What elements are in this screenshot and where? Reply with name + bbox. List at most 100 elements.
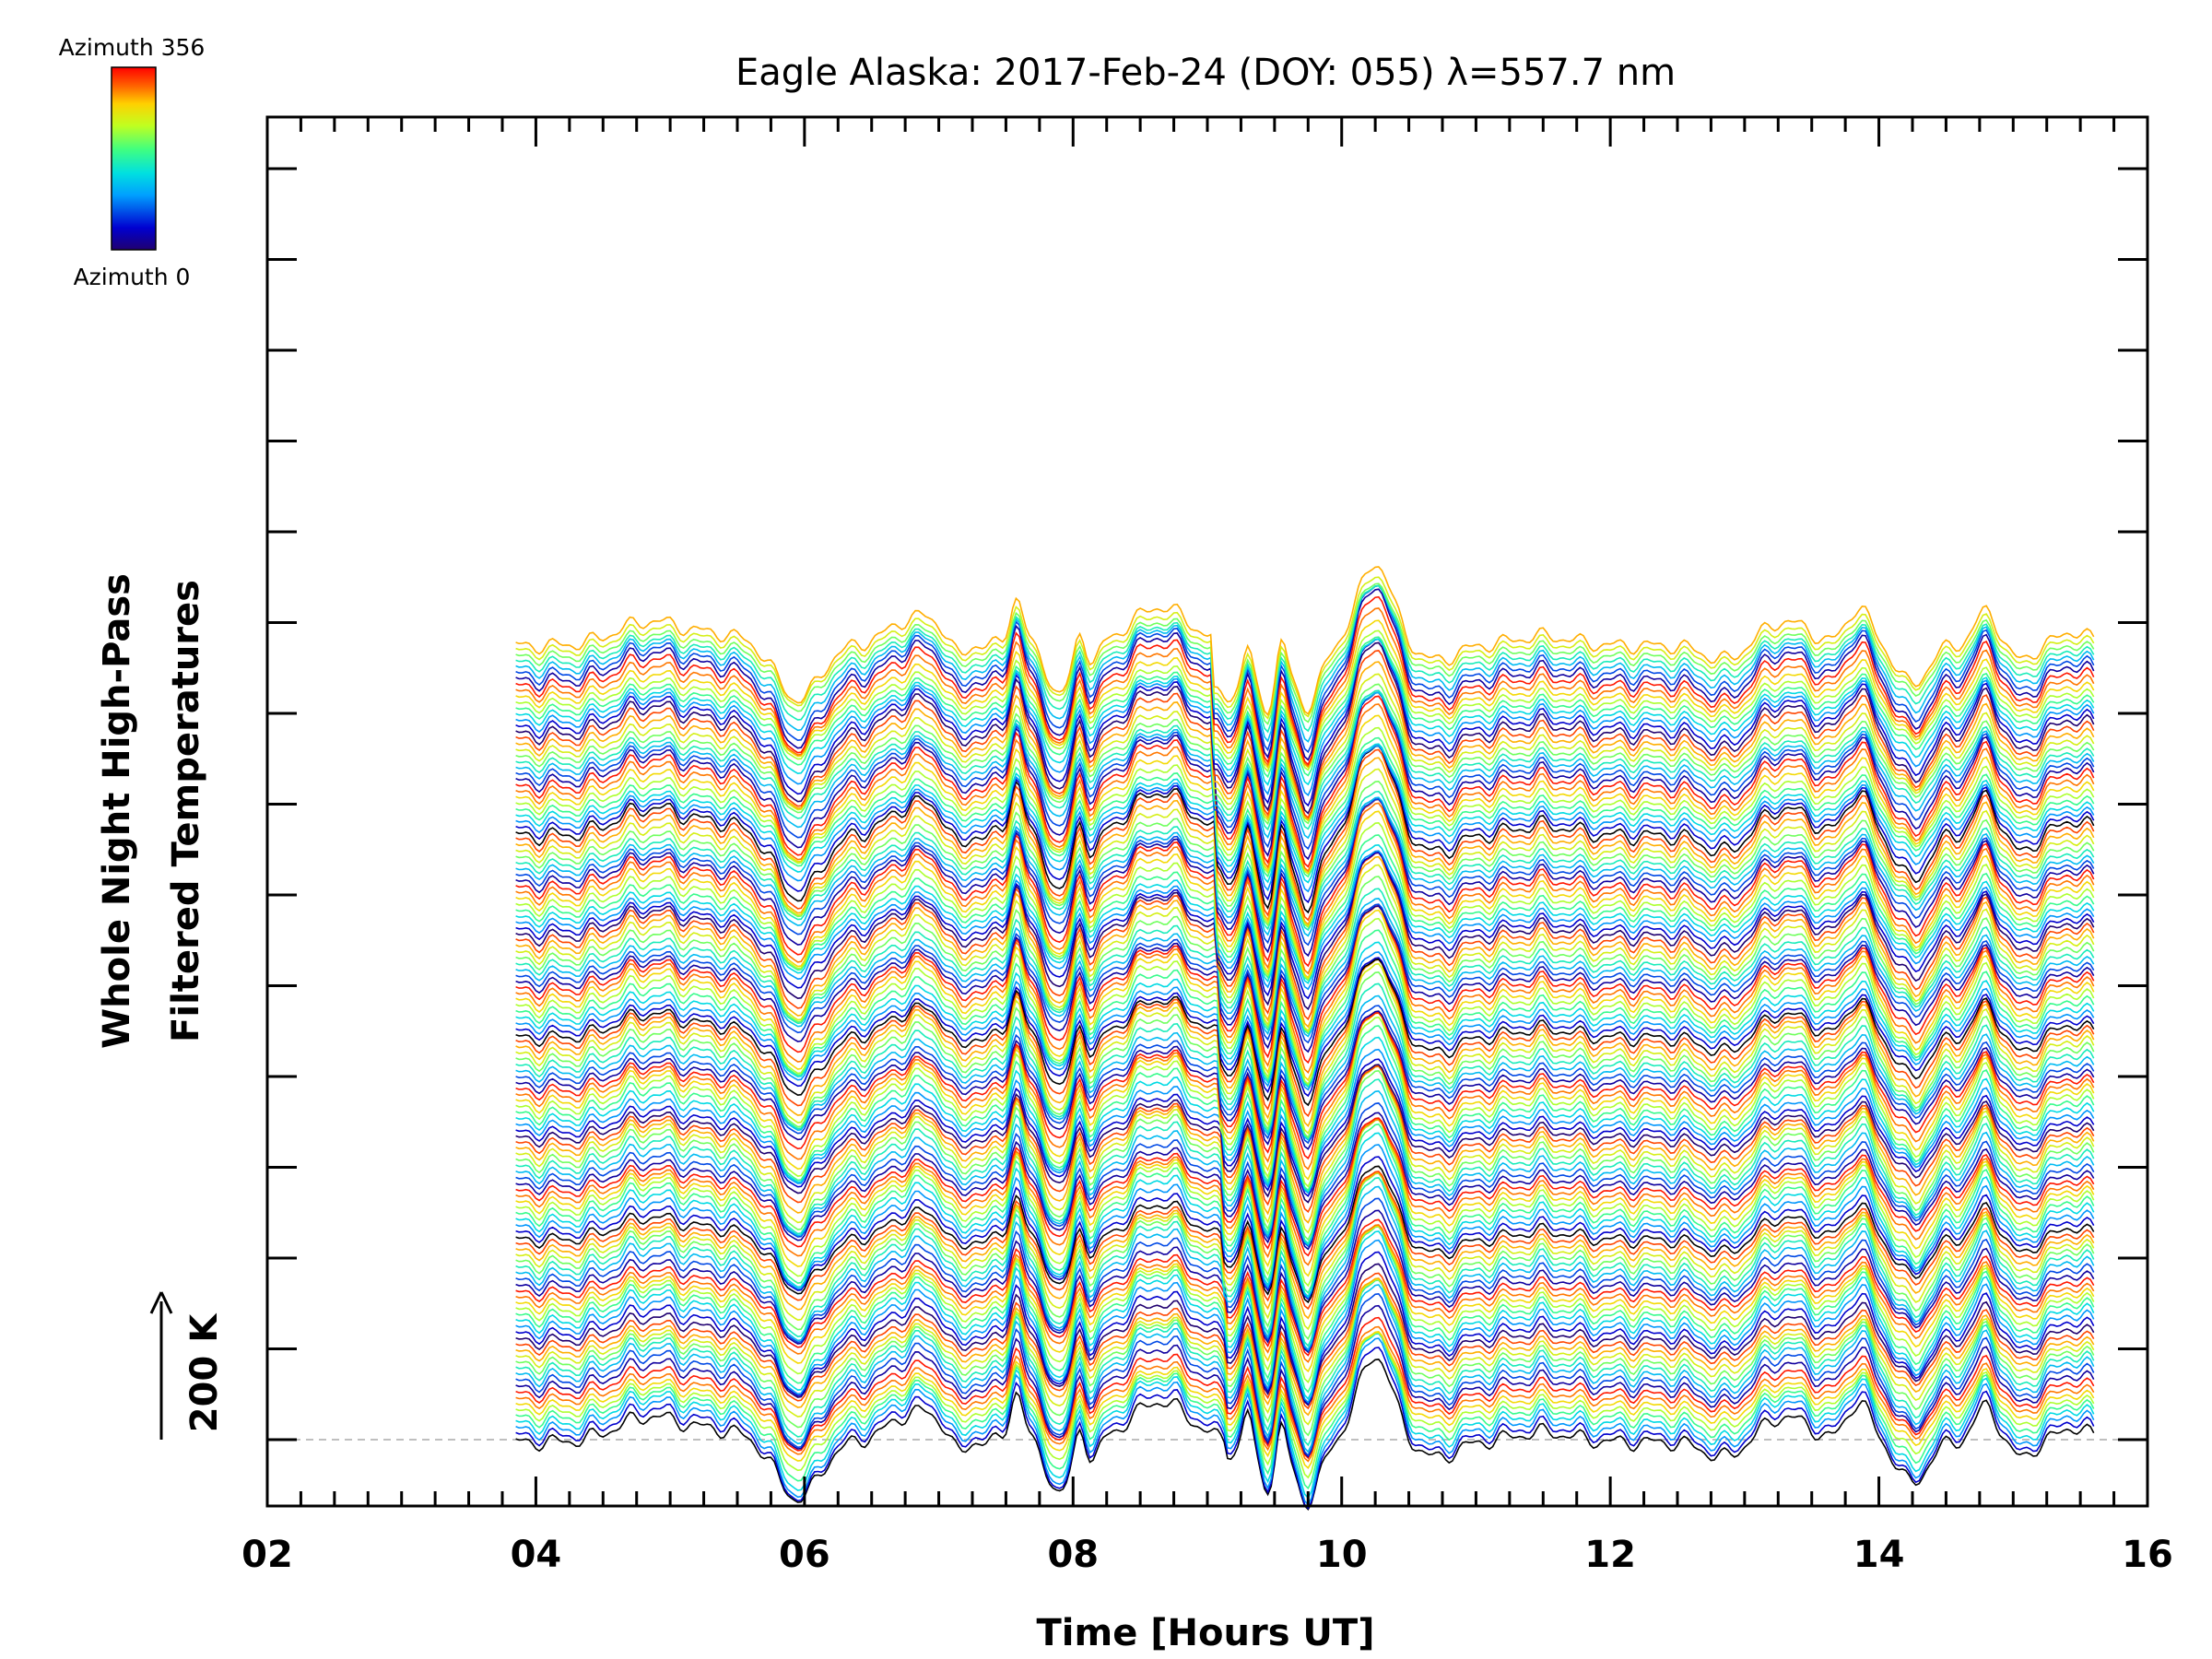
azimuth-trace — [515, 1123, 2095, 1294]
azimuth-trace — [515, 1011, 2095, 1171]
traces-group — [267, 566, 2147, 1512]
azimuth-trace — [515, 962, 2095, 1135]
azimuth-trace — [515, 1065, 2095, 1224]
azimuth-trace — [515, 1171, 2095, 1331]
azimuth-trace — [515, 905, 2095, 1075]
azimuth-trace — [515, 1230, 2095, 1401]
azimuth-trace — [515, 1325, 2095, 1463]
azimuth-trace — [515, 1185, 2095, 1351]
x-tick-label: 02 — [241, 1534, 293, 1576]
azimuth-trace — [515, 745, 2095, 893]
azimuth-trace — [515, 1292, 2095, 1457]
colorbar-top-label: Azimuth 356 — [59, 34, 206, 61]
azimuth-trace — [515, 864, 2095, 1032]
azimuth-trace — [515, 743, 2095, 884]
azimuth-trace — [515, 595, 2095, 766]
azimuth-trace — [515, 1177, 2095, 1347]
axis-ticks — [265, 117, 2149, 1506]
azimuth-trace — [515, 638, 2095, 796]
azimuth-trace — [515, 1011, 2095, 1160]
azimuth-trace — [515, 851, 2095, 1011]
scale-arrow-head — [149, 1291, 173, 1314]
azimuth-trace — [515, 909, 2095, 1082]
azimuth-trace — [515, 691, 2095, 840]
azimuth-trace — [515, 1156, 2095, 1300]
azimuth-trace — [515, 714, 2095, 875]
azimuth-trace — [515, 834, 2095, 982]
azimuth-trace — [515, 619, 2095, 770]
azimuth-trace — [515, 1102, 2095, 1248]
azimuth-trace — [515, 1117, 2095, 1257]
azimuth-trace — [515, 1225, 2095, 1383]
azimuth-trace — [515, 917, 2095, 1086]
azimuth-trace — [515, 1279, 2095, 1447]
azimuth-trace — [515, 638, 2095, 807]
azimuth-trace — [515, 650, 2095, 819]
azimuth-trace — [515, 957, 2095, 1098]
azimuth-trace — [515, 1010, 2095, 1150]
azimuth-trace — [515, 582, 2095, 725]
x-tick-labels: 02 04 06 08 10 12 14 16 — [241, 1534, 2173, 1576]
azimuth-trace — [515, 1224, 2095, 1363]
azimuth-trace — [515, 1048, 2095, 1194]
azimuth-trace — [515, 958, 2095, 1117]
azimuth-trace — [515, 1225, 2095, 1373]
azimuth-trace — [515, 641, 2095, 815]
azimuth-trace — [515, 971, 2095, 1139]
azimuth-trace — [515, 790, 2095, 932]
azimuth-trace — [515, 1197, 2095, 1353]
x-tick-label: 12 — [1584, 1534, 1636, 1576]
y-axis-label-line2: Filtered Temperatures — [165, 580, 207, 1042]
azimuth-trace — [515, 798, 2095, 947]
azimuth-trace — [515, 1119, 2095, 1288]
azimuth-trace — [515, 691, 2095, 861]
azimuth-trace — [515, 1144, 2095, 1300]
azimuth-trace — [515, 904, 2095, 1065]
azimuth-trace — [515, 1331, 2095, 1490]
azimuth-trace — [515, 689, 2095, 831]
azimuth-trace — [515, 1347, 2095, 1510]
azimuth-trace — [515, 757, 2095, 926]
azimuth-trace — [515, 798, 2095, 958]
azimuth-trace — [515, 959, 2095, 1127]
azimuth-trace — [515, 703, 2095, 873]
x-axis-label: Time [Hours UT] — [1037, 1612, 1375, 1654]
azimuth-trace — [515, 821, 2095, 981]
azimuth-trace — [515, 691, 2095, 851]
azimuth-trace — [515, 843, 2095, 984]
x-tick-label: 06 — [779, 1534, 830, 1576]
azimuth-trace — [515, 745, 2095, 904]
azimuth-trace — [515, 1272, 2095, 1410]
azimuth-trace — [515, 1171, 2095, 1320]
azimuth-trace — [515, 888, 2095, 1035]
azimuth-trace — [515, 1284, 2095, 1453]
azimuth-trace — [515, 1016, 2095, 1188]
azimuth-trace — [515, 1337, 2095, 1507]
azimuth-trace — [515, 1025, 2095, 1192]
azimuth-trace — [515, 994, 2095, 1142]
azimuth-trace — [515, 726, 2095, 876]
azimuth-trace — [515, 683, 2095, 826]
azimuth-trace — [515, 1218, 2095, 1357]
azimuth-trace — [515, 584, 2095, 743]
azimuth-trace — [515, 1251, 2095, 1406]
azimuth-trace — [515, 1012, 2095, 1181]
azimuth-trace — [515, 673, 2095, 822]
azimuth-trace — [515, 1278, 2095, 1426]
azimuth-trace — [515, 1065, 2095, 1213]
azimuth-trace — [515, 1005, 2095, 1145]
azimuth-trace — [515, 1165, 2095, 1304]
azimuth-trace — [515, 1333, 2095, 1500]
azimuth-trace — [515, 941, 2095, 1088]
azimuth-trace — [515, 850, 2095, 991]
azimuth-trace — [515, 903, 2095, 1044]
azimuth-trace — [515, 745, 2095, 914]
azimuth-trace — [515, 736, 2095, 878]
azimuth-trace — [515, 1118, 2095, 1277]
x-tick-label: 08 — [1047, 1534, 1099, 1576]
x-tick-label: 14 — [1853, 1534, 1905, 1576]
azimuth-trace — [515, 1064, 2095, 1204]
azimuth-trace — [515, 1089, 2095, 1246]
x-tick-label: 16 — [2122, 1534, 2173, 1576]
azimuth-trace — [515, 1036, 2095, 1194]
